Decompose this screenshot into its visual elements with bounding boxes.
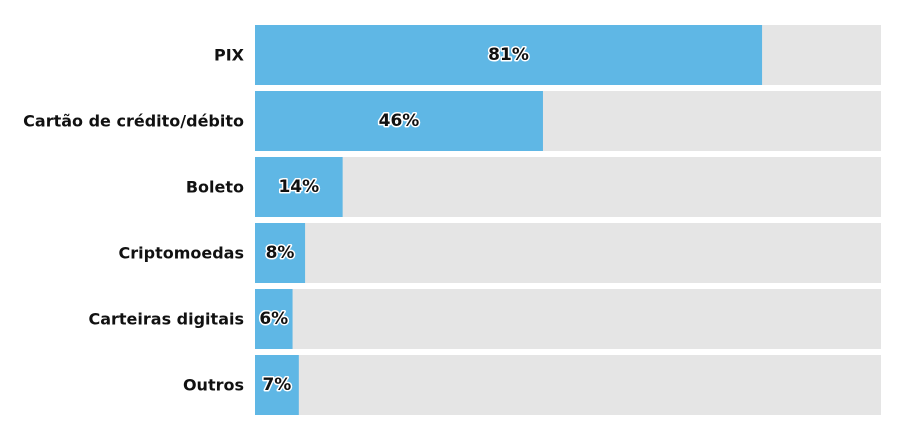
category-label-pix: PIX: [214, 46, 245, 65]
bar-criptomoedas: [255, 223, 306, 283]
category-label-cartao-de-credito-debito: Cartão de crédito/débito: [23, 112, 244, 131]
bar-carteiras-digitais: [255, 289, 293, 349]
bar-cartao-de-credito-debito: [255, 91, 543, 151]
value-label-outros: 7%: [262, 375, 291, 395]
value-label-boleto: 14%: [278, 177, 319, 197]
value-label-criptomoedas: 8%: [266, 243, 295, 263]
category-label-boleto: Boleto: [186, 178, 244, 197]
category-label-outros: Outros: [183, 376, 244, 395]
bar-boleto: [255, 157, 343, 217]
bar-track-outros: [255, 355, 881, 415]
category-label-criptomoedas: Criptomoedas: [119, 244, 245, 263]
bar-track-boleto: [255, 157, 881, 217]
bar-pix: [255, 25, 763, 85]
bar-track-criptomoedas: [255, 223, 881, 283]
category-label-carteiras-digitais: Carteiras digitais: [88, 310, 244, 329]
value-label-cartao-de-credito-debito: 46%: [379, 111, 420, 131]
value-label-pix: 81%: [488, 45, 529, 65]
bar-outros: [255, 355, 299, 415]
chart-rows: PIX 81% Cartão de crédito/débito 46% Boleto 1…: [23, 25, 881, 415]
bar-track-carteiras-digitais: [255, 289, 881, 349]
value-label-carteiras-digitais: 6%: [259, 309, 288, 329]
